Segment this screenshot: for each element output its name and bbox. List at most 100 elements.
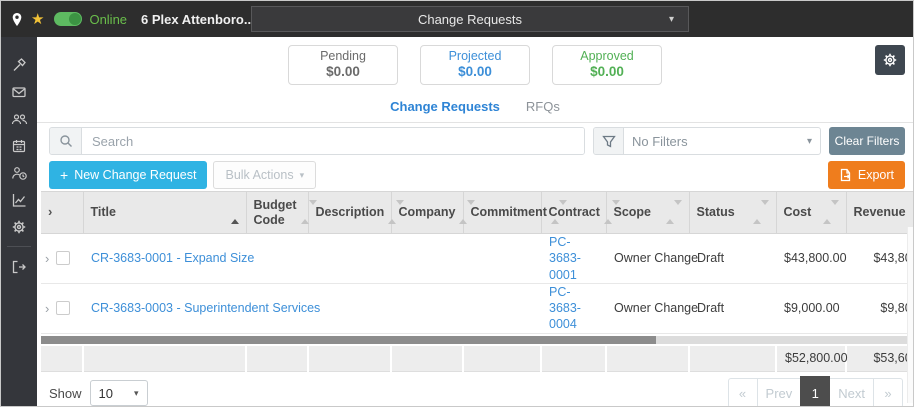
table-row: › CR-3683-0003 - Superintendent Services…	[41, 283, 913, 334]
plus-icon: +	[60, 167, 69, 183]
logout-icon[interactable]	[6, 253, 33, 280]
new-change-request-button[interactable]: + New Change Request	[49, 161, 208, 189]
export-icon	[840, 168, 851, 182]
budget-code-cell	[246, 283, 308, 334]
column-revenue-label: Revenue	[853, 205, 906, 220]
filter-select-value: No Filters	[632, 133, 688, 149]
expand-row-icon[interactable]: ›	[45, 300, 50, 316]
favorite-star-icon[interactable]: ★	[31, 11, 45, 28]
first-page-button[interactable]: «	[727, 378, 758, 406]
column-commitment[interactable]: Commitment	[463, 191, 567, 234]
online-status-label: Online	[89, 11, 128, 27]
row-checkbox[interactable]	[56, 251, 71, 266]
sort-asc-icon	[227, 205, 239, 225]
cost-cell: $9,000.00	[776, 283, 846, 334]
projected-card[interactable]: Projected $0.00	[420, 45, 530, 85]
mail-icon[interactable]	[6, 78, 33, 105]
status-cell: Draft	[689, 233, 776, 284]
pending-card[interactable]: Pending $0.00	[288, 45, 398, 85]
view-tabs: Change Requests RFQs	[37, 97, 913, 123]
export-button[interactable]: Export	[827, 161, 905, 189]
approved-card[interactable]: Approved $0.00	[552, 45, 662, 85]
sort-icon	[819, 200, 839, 225]
projected-label: Projected	[448, 48, 502, 63]
tools-icon[interactable]	[6, 51, 33, 78]
reports-icon[interactable]	[6, 186, 33, 213]
approved-label: Approved	[580, 48, 634, 63]
page-size-group: Show 10 ▾	[49, 380, 148, 406]
scope-cell: Owner Change	[606, 233, 698, 284]
bulk-actions-button[interactable]: Bulk Actions ▾	[213, 161, 317, 189]
total-cost: $52,800.00	[775, 345, 848, 372]
calendar-icon[interactable]	[6, 132, 33, 159]
horizontal-scrollbar[interactable]	[41, 335, 913, 344]
company-cell	[391, 283, 463, 334]
chevron-down-icon: ▾	[299, 169, 305, 180]
column-cost[interactable]: Cost	[776, 191, 847, 234]
approved-value: $0.00	[590, 64, 624, 80]
tab-rfqs[interactable]: RFQs	[525, 99, 560, 114]
totals-section: $52,800.00 $53,600.00	[37, 345, 913, 372]
vertical-scrollbar[interactable]	[907, 227, 913, 403]
table-row: › CR-3683-0001 - Expand Size PC-3683-000…	[41, 233, 913, 284]
filter-row: No Filters ▾ Clear Filters	[37, 123, 913, 159]
funnel-icon	[594, 128, 624, 154]
chevron-down-icon: ▾	[806, 135, 812, 147]
column-description[interactable]: Description	[308, 191, 405, 234]
column-budget-code[interactable]: Budget Code	[246, 191, 317, 234]
contract-link[interactable]: PC-3683-0004	[549, 284, 581, 332]
scrollbar-thumb[interactable]	[41, 335, 656, 344]
column-cost-label: Cost	[783, 205, 812, 220]
row-checkbox[interactable]	[56, 301, 71, 316]
clear-filters-button[interactable]: Clear Filters	[829, 127, 905, 155]
total-revenue: $53,600.00	[845, 345, 913, 372]
tool-selector-dropdown[interactable]: Change Requests ▾	[251, 6, 689, 32]
pending-value: $0.00	[326, 64, 360, 80]
next-page-button[interactable]: Next	[829, 378, 874, 406]
settings-icon[interactable]	[6, 213, 33, 240]
change-requests-table: › Title Budget Code Description Company …	[37, 191, 913, 334]
column-title[interactable]: Title	[83, 191, 247, 234]
description-cell	[308, 233, 391, 284]
project-name[interactable]: 6 Plex Attenboro...	[141, 11, 255, 27]
sort-icon	[749, 200, 769, 225]
user-clock-icon[interactable]	[6, 159, 33, 186]
prev-page-button[interactable]: Prev	[756, 378, 802, 406]
column-description-label: Description	[315, 205, 385, 220]
revenue-cell: $9,800.00	[846, 283, 913, 334]
location-pin-icon[interactable]	[11, 12, 23, 27]
tab-change-requests[interactable]: Change Requests	[390, 99, 500, 114]
expand-row-icon[interactable]: ›	[45, 250, 50, 266]
chevron-right-icon: ›	[48, 204, 53, 220]
page-1-button[interactable]: 1	[800, 376, 831, 406]
toggle-knob	[69, 13, 82, 25]
search-input[interactable]	[82, 128, 584, 154]
description-cell	[308, 283, 391, 334]
page-size-select[interactable]: 10 ▾	[89, 380, 148, 406]
column-status[interactable]: Status	[689, 191, 777, 234]
online-toggle[interactable]	[54, 12, 83, 26]
column-company[interactable]: Company	[391, 191, 476, 234]
last-page-button[interactable]: »	[873, 378, 903, 406]
column-contract[interactable]: Contract	[541, 191, 620, 234]
column-revenue[interactable]: Revenue	[846, 191, 913, 234]
new-change-request-label: New Change Request	[74, 168, 197, 182]
contract-link[interactable]: PC-3683-0001	[549, 235, 581, 282]
column-scope[interactable]: Scope	[606, 191, 690, 234]
expand-all-header[interactable]: ›	[41, 191, 84, 234]
filter-select[interactable]: No Filters ▾	[624, 128, 820, 154]
budget-code-cell	[246, 233, 308, 284]
summary-cards: Pending $0.00 Projected $0.00 Approved $…	[37, 37, 913, 97]
company-cell	[391, 233, 463, 284]
change-request-link[interactable]: CR-3683-0003 - Superintendent Services	[91, 301, 321, 316]
totals-row: $52,800.00 $53,600.00	[41, 345, 913, 372]
team-icon[interactable]	[6, 105, 33, 132]
change-request-link[interactable]: CR-3683-0001 - Expand Size	[91, 251, 255, 266]
projected-value: $0.00	[458, 64, 492, 80]
scope-cell: Owner Change	[606, 283, 698, 334]
sidebar	[1, 37, 37, 406]
column-budget-code-label: Budget Code	[253, 198, 297, 227]
commitment-cell	[463, 233, 541, 284]
sort-icon	[297, 200, 317, 225]
page-settings-button[interactable]	[875, 45, 905, 75]
